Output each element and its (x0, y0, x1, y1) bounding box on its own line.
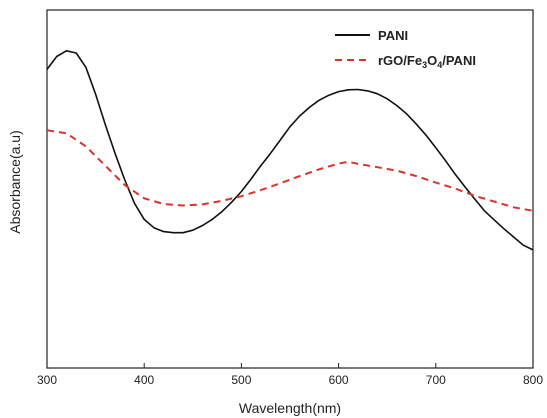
series-line-pani (46, 50, 534, 251)
series-line-rgo-fe3o4-pani (46, 129, 534, 212)
y-axis-label: Absorbance(a.u) (7, 130, 23, 234)
x-tick-label-800: 800 (523, 373, 543, 387)
x-tick-label-400: 400 (134, 373, 154, 387)
x-tick-label-500: 500 (231, 373, 251, 387)
legend: PANI rGO/Fe3O4/PANI (335, 28, 476, 70)
x-axis-ticks: 300 400 500 600 700 800 (37, 363, 543, 387)
x-tick-label-600: 600 (329, 373, 349, 387)
x-tick-label-300: 300 (37, 373, 57, 387)
plot-frame (46, 9, 534, 369)
x-tick-label-700: 700 (426, 373, 446, 387)
legend-label-pani: PANI (378, 28, 408, 43)
legend-label-rgo: rGO/Fe3O4/PANI (378, 53, 476, 70)
series-group (46, 50, 534, 251)
x-axis-label: Wavelength(nm) (239, 400, 341, 416)
